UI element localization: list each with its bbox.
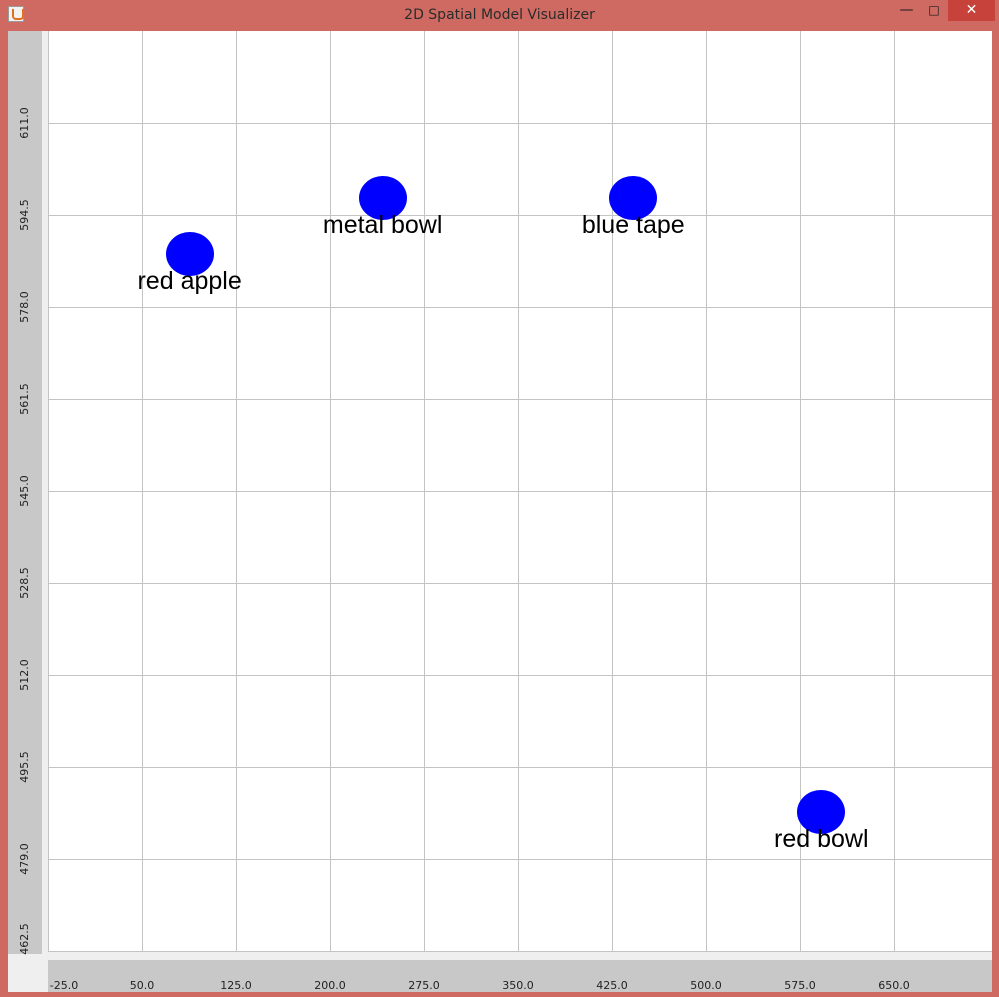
x-tick-label: 350.0 bbox=[502, 979, 534, 992]
object-marker[interactable] bbox=[797, 789, 846, 834]
x-tick-label: 425.0 bbox=[596, 979, 628, 992]
gridline-horizontal bbox=[48, 123, 992, 124]
y-tick-label: 512.0 bbox=[18, 659, 31, 691]
x-tick-label: 575.0 bbox=[784, 979, 816, 992]
y-tick-label: 545.0 bbox=[18, 475, 31, 507]
minimize-button[interactable]: — bbox=[899, 2, 914, 18]
object-label: blue tape bbox=[581, 211, 685, 240]
y-tick-label: 578.0 bbox=[18, 291, 31, 323]
gridline-horizontal bbox=[48, 767, 992, 768]
title-bar[interactable]: 2D Spatial Model Visualizer — □ ✕ bbox=[0, 0, 999, 31]
gridline-horizontal bbox=[48, 399, 992, 400]
x-tick-label: 275.0 bbox=[408, 979, 440, 992]
y-tick-label: 479.0 bbox=[18, 843, 31, 875]
object-label: red apple bbox=[137, 267, 242, 296]
y-tick-label: 462.5 bbox=[18, 923, 31, 955]
gridline-horizontal bbox=[48, 215, 992, 216]
x-tick-label: 125.0 bbox=[220, 979, 252, 992]
close-button[interactable]: ✕ bbox=[948, 0, 995, 21]
java-cup-icon[interactable] bbox=[8, 6, 24, 22]
y-tick-label: 528.5 bbox=[18, 567, 31, 599]
x-tick-label: -25.0 bbox=[49, 979, 79, 992]
object-label: metal bowl bbox=[322, 211, 443, 240]
window-title: 2D Spatial Model Visualizer bbox=[404, 7, 595, 23]
y-tick-label: 561.5 bbox=[18, 383, 31, 415]
gridline-horizontal bbox=[48, 859, 992, 860]
gridline-horizontal bbox=[48, 951, 992, 952]
x-tick-label: 500.0 bbox=[690, 979, 722, 992]
plot-area[interactable]: red apple metal bowl blue tape red bowl bbox=[48, 31, 992, 952]
y-tick-label: 594.5 bbox=[18, 199, 31, 231]
y-tick-label: 495.5 bbox=[18, 751, 31, 783]
gridline-horizontal bbox=[48, 583, 992, 584]
gridline-horizontal bbox=[48, 675, 992, 676]
gridline-horizontal bbox=[48, 491, 992, 492]
x-tick-label: 200.0 bbox=[314, 979, 346, 992]
y-axis-panel: 462.5 479.0 495.5 512.0 528.5 545.0 561.5 578.0… bbox=[8, 31, 42, 955]
x-axis-panel: -25.0 50.0 125.0 200.0 275.0 350.0 425.0 500.0 5… bbox=[48, 960, 992, 992]
object-marker[interactable] bbox=[609, 176, 658, 221]
x-tick-label: 50.0 bbox=[129, 979, 155, 992]
x-tick-label: 650.0 bbox=[878, 979, 910, 992]
maximize-button[interactable]: □ bbox=[928, 3, 940, 17]
object-marker[interactable] bbox=[165, 232, 214, 277]
object-marker[interactable] bbox=[358, 176, 407, 221]
y-tick-label: 611.0 bbox=[18, 107, 31, 139]
object-label: red bowl bbox=[774, 824, 869, 853]
gridline-horizontal bbox=[48, 307, 992, 308]
content-area: 462.5 479.0 495.5 512.0 528.5 545.0 561.5 578.0… bbox=[8, 31, 992, 992]
